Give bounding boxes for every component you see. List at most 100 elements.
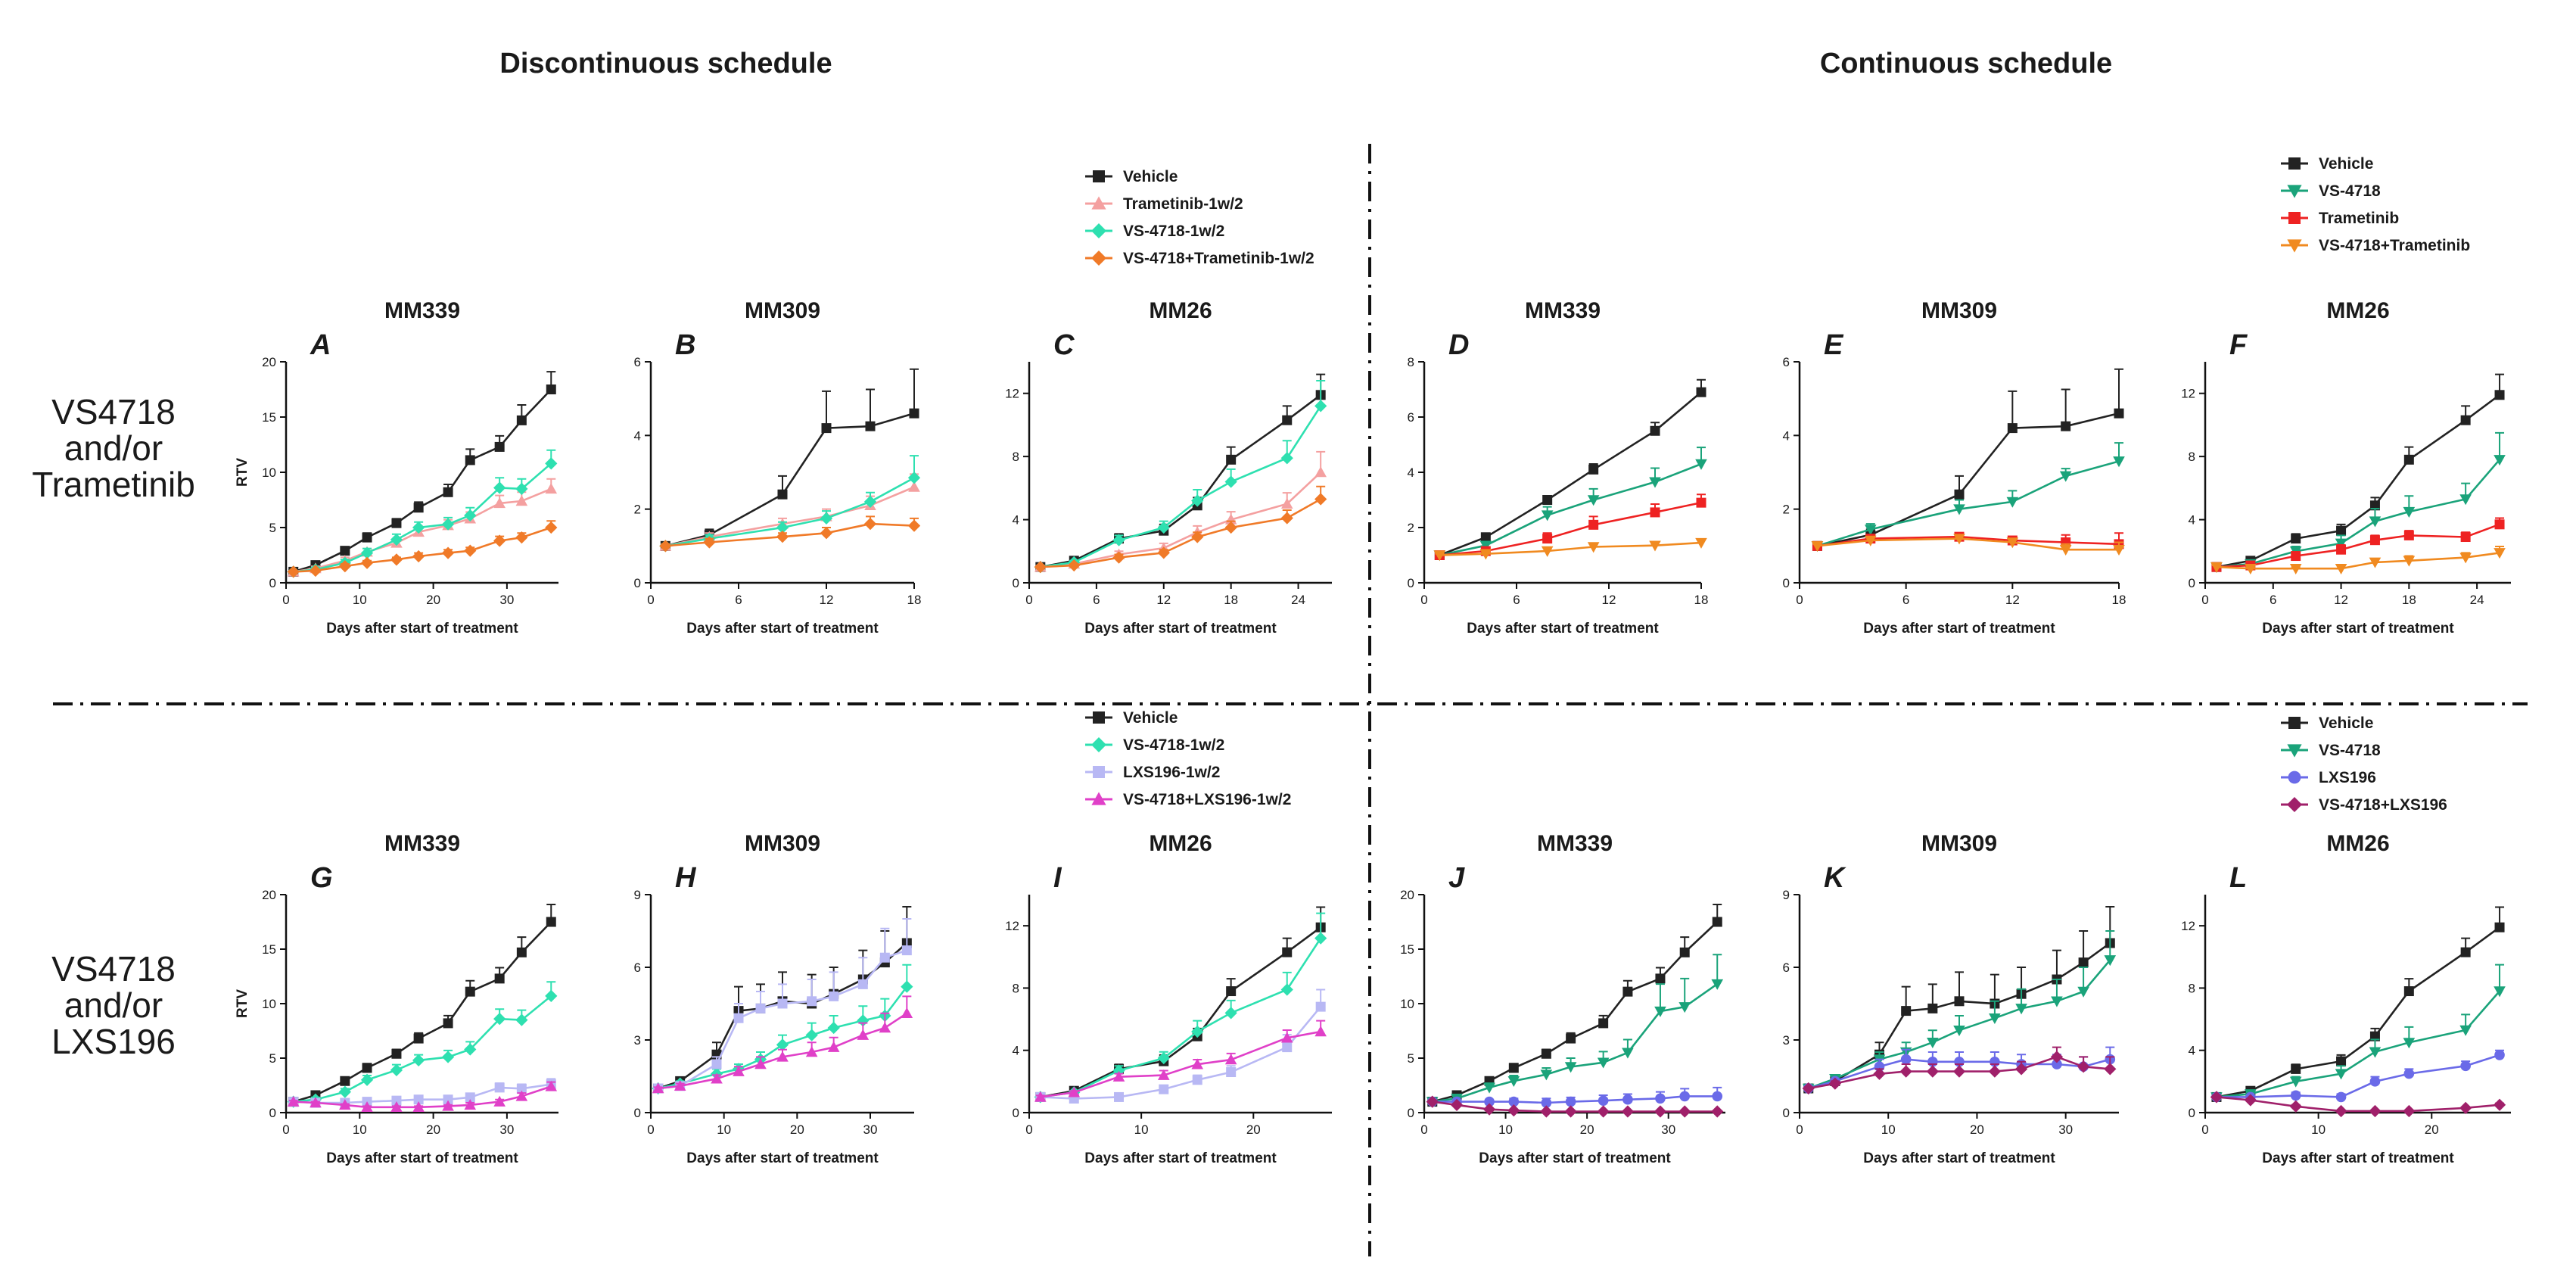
data-point xyxy=(464,1043,477,1056)
data-point xyxy=(807,996,817,1007)
y-tick-label: 8 xyxy=(1408,355,1414,369)
panel-title: MM309 xyxy=(745,298,820,323)
data-point xyxy=(1450,1098,1464,1112)
data-point xyxy=(515,482,528,496)
x-tick-label: 0 xyxy=(2201,1122,2208,1137)
data-point xyxy=(464,544,477,557)
x-tick-label: 12 xyxy=(1156,593,1171,607)
data-point xyxy=(2403,1068,2415,1079)
series-line xyxy=(664,412,915,547)
data-point xyxy=(1864,535,1877,546)
data-point xyxy=(1191,494,1204,507)
data-point xyxy=(2104,1063,2117,1076)
data-point xyxy=(2335,1104,2347,1118)
row-label-top-line2: and/or xyxy=(64,428,163,468)
data-point xyxy=(360,556,374,569)
data-point xyxy=(659,540,672,553)
data-point xyxy=(1192,1075,1202,1085)
data-point xyxy=(1224,521,1237,534)
data-point xyxy=(1226,1067,1237,1078)
data-point xyxy=(2335,563,2347,575)
series-line xyxy=(665,486,915,547)
data-point xyxy=(515,1013,528,1026)
x-tick-label: 30 xyxy=(1661,1122,1675,1137)
series-trametinib-1w-2 xyxy=(1034,450,1327,572)
error-bar xyxy=(902,918,912,951)
legend-label: VS-4718+Trametinib-1w/2 xyxy=(1123,250,1314,267)
data-point xyxy=(2403,530,2414,540)
data-point xyxy=(2059,544,2072,556)
x-tick-label: 18 xyxy=(1224,593,1238,607)
x-tick-label: 0 xyxy=(282,593,289,607)
series-line xyxy=(1817,412,2120,547)
series-line xyxy=(2216,990,2500,1098)
legend-label: Vehicle xyxy=(2319,155,2373,173)
series-vs-4718 xyxy=(2210,964,2506,1104)
data-point xyxy=(1655,973,1666,984)
data-point xyxy=(2244,1094,2257,1107)
data-point xyxy=(443,487,453,497)
series-vs-4718-lxs196-1w-2 xyxy=(1034,1020,1327,1102)
y-tick-label: 6 xyxy=(1783,960,1790,975)
data-point xyxy=(1191,1058,1204,1069)
data-point xyxy=(777,998,788,1009)
x-tick-label: 6 xyxy=(1513,593,1520,607)
series-vs-4718-lxs196 xyxy=(1802,1046,2117,1095)
data-point xyxy=(1068,559,1081,572)
data-point xyxy=(2113,456,2125,468)
data-point xyxy=(2403,1038,2416,1049)
data-point xyxy=(1679,947,1690,957)
y-tick-label: 4 xyxy=(1013,513,1019,528)
y-tick-label: 6 xyxy=(1783,355,1790,369)
data-point xyxy=(1622,1048,1634,1059)
data-point xyxy=(1542,534,1553,544)
data-point xyxy=(2335,1069,2347,1080)
error-bar xyxy=(2105,930,2115,960)
series-line xyxy=(2216,1096,2500,1113)
data-point xyxy=(1695,537,1707,549)
error-bar xyxy=(822,390,831,428)
series-vs-4718-trametinib-1w-2 xyxy=(659,515,921,553)
series-line xyxy=(2216,523,2500,568)
data-point xyxy=(465,1092,475,1103)
legend-marker xyxy=(2287,797,2302,812)
series-vehicle xyxy=(288,371,556,577)
data-point xyxy=(2210,1091,2223,1104)
legend-label: Trametinib-1w/2 xyxy=(1123,195,1243,213)
y-tick-label: 0 xyxy=(2189,576,2195,590)
legend-label: VS-4718 xyxy=(2319,742,2381,759)
data-point xyxy=(1650,425,1660,436)
error-bar xyxy=(1713,954,1722,985)
series-line xyxy=(1439,391,1702,556)
y-tick-label: 0 xyxy=(269,576,276,590)
data-point xyxy=(2291,551,2301,562)
data-point xyxy=(442,1100,454,1111)
data-point xyxy=(2050,1051,2064,1063)
legend-marker xyxy=(1093,170,1105,182)
data-point xyxy=(1159,1084,1169,1094)
series-line xyxy=(1817,460,2120,547)
series-line xyxy=(1439,462,1702,556)
data-point xyxy=(2006,537,2019,549)
x-tick-label: 18 xyxy=(907,593,922,607)
data-point xyxy=(2051,996,2063,1007)
x-tick-label: 10 xyxy=(1881,1122,1896,1137)
data-point xyxy=(391,1095,402,1106)
y-tick-label: 6 xyxy=(634,960,641,975)
data-point xyxy=(309,564,322,578)
data-point xyxy=(1953,504,1965,515)
data-point xyxy=(1988,1065,2002,1078)
data-point xyxy=(2494,1050,2505,1060)
header-continuous: Continuous schedule xyxy=(1820,48,2112,79)
panel-e: MM309 E 0 2 4 6 0 6 12 18 Days after start of trea… xyxy=(1783,298,2126,637)
data-point xyxy=(545,521,558,534)
data-point xyxy=(1696,387,1706,397)
data-point xyxy=(1588,519,1599,530)
data-point xyxy=(1712,917,1722,927)
data-point xyxy=(412,549,425,563)
data-point xyxy=(338,559,351,573)
x-tick-label: 18 xyxy=(1694,593,1709,607)
data-point xyxy=(340,1076,350,1086)
series-vehicle xyxy=(1427,903,1722,1107)
axes-lines xyxy=(285,362,558,584)
